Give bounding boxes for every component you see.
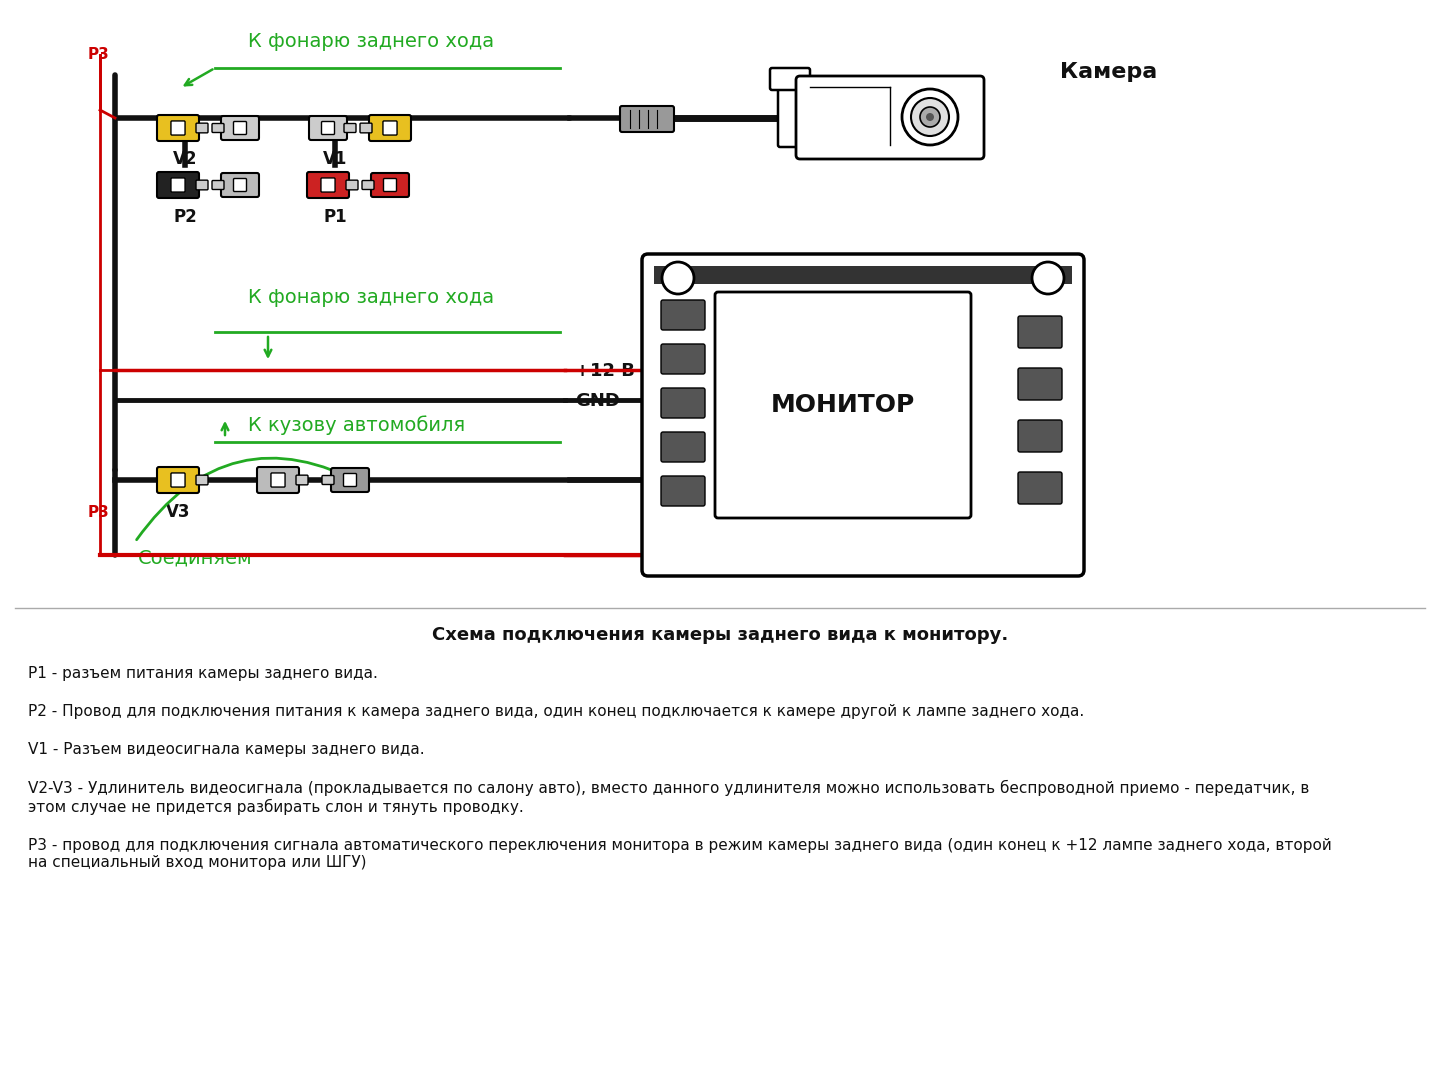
Text: Соединяем: Соединяем [138, 548, 252, 567]
FancyBboxPatch shape [661, 432, 706, 462]
FancyBboxPatch shape [220, 173, 259, 197]
FancyBboxPatch shape [297, 475, 308, 485]
Text: К фонарю заднего хода: К фонарю заднего хода [248, 288, 494, 307]
FancyBboxPatch shape [621, 106, 674, 132]
FancyBboxPatch shape [196, 475, 207, 485]
Text: P2 - Провод для подключения питания к камера заднего вида, один конец подключает: P2 - Провод для подключения питания к ка… [27, 704, 1084, 719]
Circle shape [912, 98, 949, 136]
FancyBboxPatch shape [661, 344, 706, 374]
Circle shape [662, 262, 694, 294]
FancyBboxPatch shape [661, 300, 706, 330]
FancyBboxPatch shape [383, 121, 397, 135]
FancyBboxPatch shape [157, 467, 199, 493]
Text: V1: V1 [323, 150, 347, 168]
Text: Р3 - провод для подключения сигнала автоматического переключения монитора в режи: Р3 - провод для подключения сигнала авто… [27, 838, 1332, 870]
FancyBboxPatch shape [196, 180, 207, 190]
FancyBboxPatch shape [310, 116, 347, 140]
FancyBboxPatch shape [346, 180, 359, 190]
FancyBboxPatch shape [157, 115, 199, 142]
Circle shape [926, 113, 935, 121]
FancyBboxPatch shape [307, 172, 348, 198]
Circle shape [920, 107, 940, 126]
FancyBboxPatch shape [220, 116, 259, 140]
FancyBboxPatch shape [369, 115, 410, 142]
Text: Схема подключения камеры заднего вида к монитору.: Схема подключения камеры заднего вида к … [432, 626, 1008, 644]
FancyBboxPatch shape [212, 123, 225, 133]
Text: P3: P3 [88, 505, 109, 520]
Circle shape [901, 89, 958, 145]
FancyBboxPatch shape [383, 179, 396, 192]
Text: МОНИТОР: МОНИТОР [770, 393, 916, 417]
FancyBboxPatch shape [212, 180, 225, 190]
Text: P2: P2 [173, 208, 197, 226]
FancyBboxPatch shape [171, 473, 186, 487]
Text: P1: P1 [323, 208, 347, 226]
FancyBboxPatch shape [344, 474, 357, 487]
Text: V2-V3 - Удлинитель видеосигнала (прокладывается по салону авто), вместо данного : V2-V3 - Удлинитель видеосигнала (проклад… [27, 780, 1309, 815]
FancyBboxPatch shape [233, 121, 246, 134]
FancyBboxPatch shape [271, 473, 285, 487]
Text: GND: GND [575, 392, 619, 410]
FancyBboxPatch shape [1018, 420, 1063, 452]
Text: P1 - разъем питания камеры заднего вида.: P1 - разъем питания камеры заднего вида. [27, 666, 377, 681]
FancyBboxPatch shape [716, 292, 971, 518]
FancyBboxPatch shape [1018, 368, 1063, 400]
FancyBboxPatch shape [360, 123, 372, 133]
FancyBboxPatch shape [1018, 472, 1063, 504]
FancyBboxPatch shape [1018, 316, 1063, 348]
FancyBboxPatch shape [196, 123, 207, 133]
FancyBboxPatch shape [331, 468, 369, 492]
FancyBboxPatch shape [642, 254, 1084, 576]
FancyBboxPatch shape [171, 178, 186, 192]
Circle shape [1032, 262, 1064, 294]
FancyBboxPatch shape [372, 173, 409, 197]
FancyBboxPatch shape [323, 476, 334, 485]
FancyBboxPatch shape [321, 121, 334, 134]
FancyBboxPatch shape [661, 476, 706, 506]
Bar [654, 266, 1071, 284]
Text: V1 - Разъем видеосигнала камеры заднего вида.: V1 - Разъем видеосигнала камеры заднего … [27, 742, 425, 757]
Text: К кузову автомобиля: К кузову автомобиля [248, 415, 465, 434]
Text: Камера: Камера [1060, 62, 1158, 81]
FancyBboxPatch shape [321, 178, 336, 192]
FancyBboxPatch shape [171, 121, 186, 135]
Text: V3: V3 [166, 503, 190, 521]
Text: К фонарю заднего хода: К фонарю заднего хода [248, 32, 494, 51]
FancyBboxPatch shape [344, 123, 356, 133]
Text: V2: V2 [173, 150, 197, 168]
FancyBboxPatch shape [256, 467, 300, 493]
FancyBboxPatch shape [233, 179, 246, 192]
FancyBboxPatch shape [661, 388, 706, 418]
FancyBboxPatch shape [770, 68, 809, 90]
Text: +12 В: +12 В [575, 362, 635, 379]
FancyBboxPatch shape [157, 172, 199, 198]
FancyBboxPatch shape [778, 73, 802, 147]
Text: P3: P3 [88, 47, 109, 62]
FancyBboxPatch shape [796, 76, 984, 159]
FancyBboxPatch shape [361, 180, 374, 190]
